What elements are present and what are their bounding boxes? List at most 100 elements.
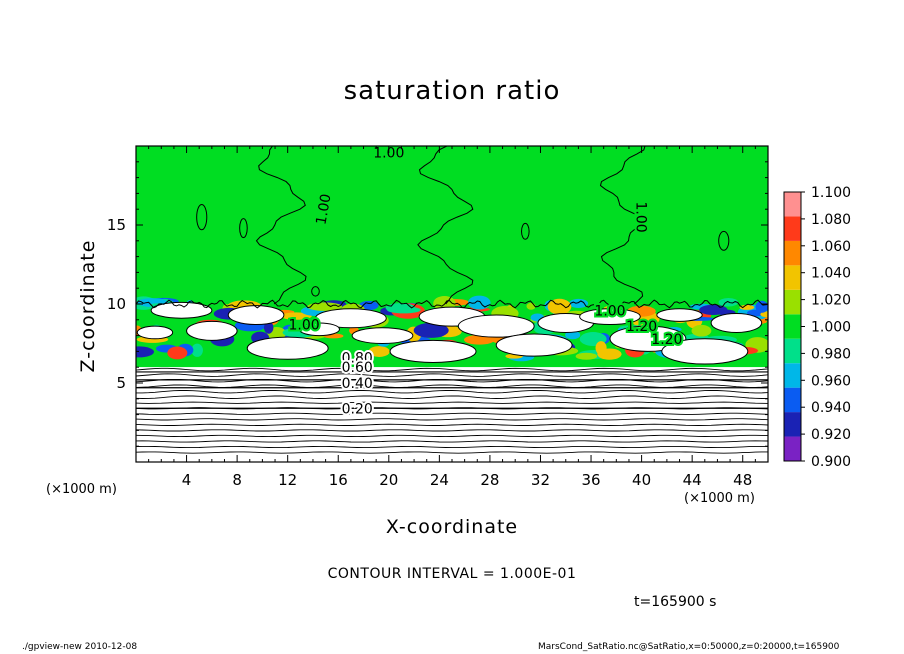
field-blob bbox=[739, 304, 755, 310]
colorbar-swatch bbox=[784, 387, 801, 413]
contour-label: 1.20 bbox=[651, 332, 682, 348]
chart-title: saturation ratio bbox=[343, 76, 561, 106]
x-tick-label: 28 bbox=[480, 471, 499, 489]
colorbar-swatch bbox=[784, 363, 801, 388]
contour-line-1.00 bbox=[255, 146, 307, 305]
field-blob bbox=[280, 312, 312, 320]
contour-label: 1.00 bbox=[594, 303, 625, 319]
field-blob bbox=[760, 311, 768, 318]
field-blob bbox=[547, 298, 572, 315]
y-tick-label: 15 bbox=[107, 216, 126, 234]
unsaturated-pocket bbox=[186, 320, 238, 341]
x-tick-label: 40 bbox=[632, 471, 651, 489]
colorbar-label: 1.020 bbox=[811, 293, 851, 309]
contour-line bbox=[136, 440, 768, 443]
field-blob bbox=[569, 298, 589, 308]
colorbar-swatch bbox=[784, 216, 801, 241]
y-tick-label: 10 bbox=[107, 295, 126, 313]
colorbar-swatch bbox=[784, 240, 801, 266]
colorbar-swatch bbox=[784, 436, 801, 461]
contour-line bbox=[136, 401, 768, 404]
colorbar-label: 0.940 bbox=[811, 400, 851, 416]
unsaturated-pocket bbox=[246, 336, 329, 360]
field-blob bbox=[307, 302, 343, 311]
field-blob bbox=[691, 324, 712, 337]
colorbar-swatch bbox=[784, 412, 801, 437]
unsaturated-pocket bbox=[298, 322, 341, 337]
contour-line-1.00 bbox=[599, 146, 646, 305]
contour-line bbox=[136, 389, 768, 394]
colorbar: 0.900 0.920 0.940 0.960 0.980 1.000 1.020 1.040… bbox=[783, 185, 851, 470]
contour-loop bbox=[521, 222, 530, 240]
unsaturated-pocket bbox=[136, 325, 174, 340]
unsaturated-pocket bbox=[227, 305, 285, 326]
unsaturated-pocket bbox=[661, 338, 749, 365]
unsaturated-pocket bbox=[656, 308, 703, 322]
field-blob bbox=[191, 343, 203, 357]
colorbar-label: 0.980 bbox=[811, 346, 851, 362]
contour-line bbox=[136, 429, 768, 432]
contour-loop bbox=[239, 218, 248, 239]
footer-right: MarsCond_SatRatio.nc@SatRatio,x=0:50000,… bbox=[538, 642, 840, 652]
field-blob bbox=[167, 346, 188, 360]
contour-label: 1.00 bbox=[633, 202, 649, 233]
contour-line bbox=[136, 367, 768, 372]
field-blob bbox=[575, 352, 598, 360]
x-axis-unit: (×1000 m) bbox=[684, 491, 755, 506]
colorbar-label: 0.900 bbox=[811, 454, 851, 470]
cloud-top-contour bbox=[136, 299, 768, 309]
contour-line bbox=[136, 395, 768, 399]
unsaturated-pocket bbox=[150, 301, 213, 319]
x-axis-label: X-coordinate bbox=[385, 516, 519, 538]
x-tick-label: 36 bbox=[581, 471, 600, 489]
colorbar-label: 1.100 bbox=[811, 185, 851, 201]
unsaturated-pocket bbox=[389, 339, 477, 363]
colorbar-label: 0.920 bbox=[811, 427, 851, 443]
field-blob bbox=[136, 346, 154, 358]
field-blob bbox=[368, 346, 390, 357]
x-tick-label: 12 bbox=[278, 471, 297, 489]
field-blob bbox=[755, 300, 768, 313]
x-tick-label: 4 bbox=[182, 471, 192, 489]
contour-loop bbox=[196, 203, 208, 231]
contour-line bbox=[136, 451, 768, 454]
contour-line-1.00 bbox=[417, 146, 474, 305]
colorbar-label: 1.000 bbox=[811, 320, 851, 336]
colorbar-swatch bbox=[784, 192, 801, 217]
plot-area: 1.001.00 1.001.001.00 1.201.200.800.600.40… bbox=[136, 145, 768, 462]
colorbar-label: 1.040 bbox=[811, 266, 851, 282]
y-axis-unit: (×1000 m) bbox=[46, 482, 117, 497]
contour-line bbox=[136, 445, 768, 449]
field-blob bbox=[413, 322, 449, 338]
contour-line bbox=[136, 423, 768, 426]
field-blob bbox=[468, 295, 491, 310]
unsaturated-pocket bbox=[579, 308, 641, 326]
colorbar-swatch bbox=[784, 314, 801, 339]
colorbar-swatch bbox=[784, 265, 801, 290]
field-blob bbox=[595, 341, 607, 355]
contour-label: 0.20 bbox=[342, 401, 373, 417]
unsaturated-pocket bbox=[351, 327, 414, 345]
unsaturated-pocket bbox=[495, 333, 573, 357]
x-tick-label: 44 bbox=[683, 471, 702, 489]
colorbar-swatch bbox=[784, 338, 801, 364]
time-label: t=165900 s bbox=[634, 594, 717, 610]
field-blob bbox=[263, 321, 274, 334]
contour-label: 1.00 bbox=[373, 145, 404, 161]
saturated-region bbox=[136, 146, 768, 306]
colorbar-label: 1.080 bbox=[811, 212, 851, 228]
contour-line bbox=[136, 434, 768, 438]
x-tick-label: 20 bbox=[379, 471, 398, 489]
x-tick-label: 16 bbox=[329, 471, 348, 489]
colorbar-label: 0.960 bbox=[811, 373, 851, 389]
unsaturated-pocket bbox=[710, 312, 763, 333]
colorbar-swatch bbox=[784, 289, 801, 315]
contour-interval-note: CONTOUR INTERVAL = 1.000E-01 bbox=[327, 566, 577, 582]
x-tick-label: 48 bbox=[733, 471, 752, 489]
contour-label: 1.00 bbox=[289, 318, 320, 334]
footer-left: ./gpview-new 2010-12-08 bbox=[22, 642, 138, 652]
contour-loop bbox=[718, 230, 730, 251]
contour-label: 0.80 bbox=[342, 351, 373, 367]
contour-label: 0.40 bbox=[342, 376, 373, 392]
